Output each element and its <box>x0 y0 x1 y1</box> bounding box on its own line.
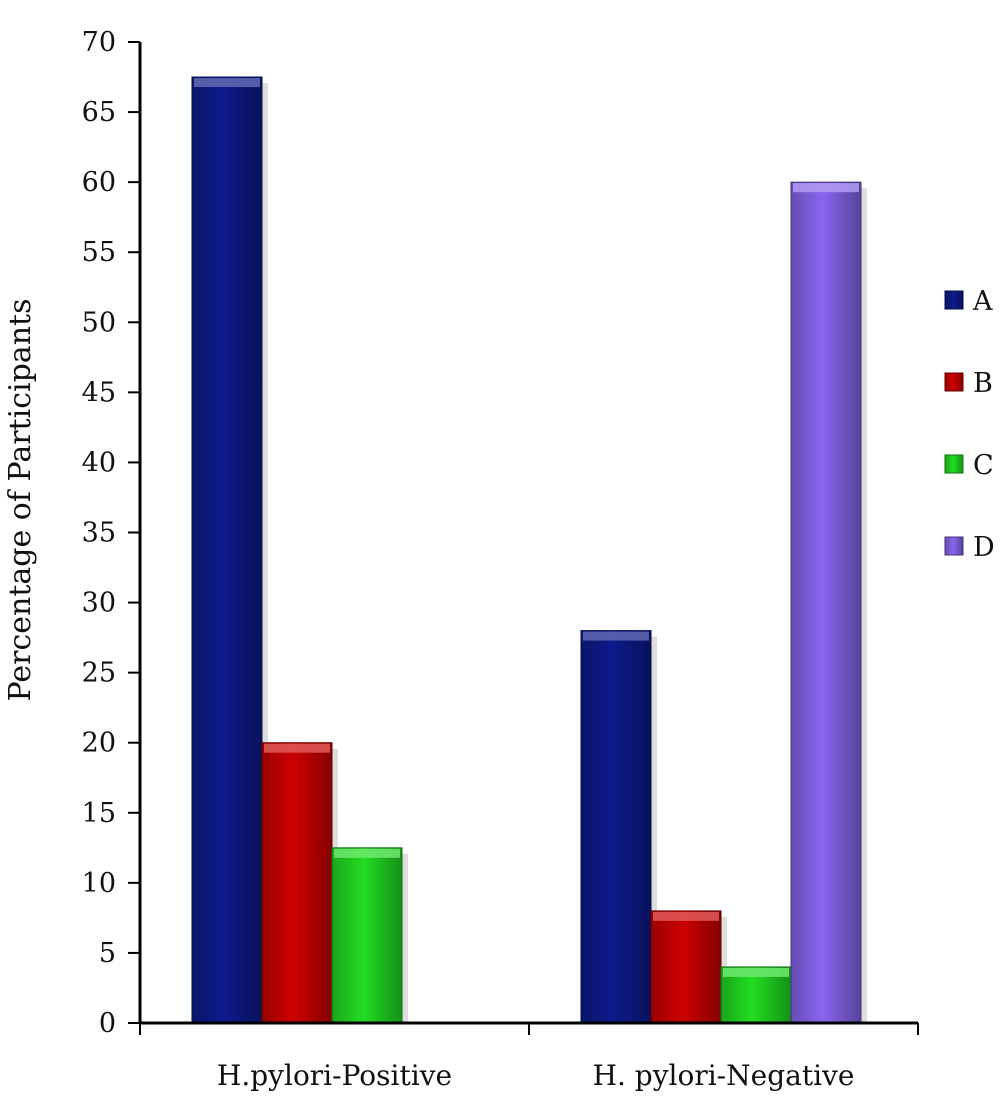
y-tick-label-50: 50 <box>82 307 116 338</box>
legend-label-c: C <box>973 450 994 481</box>
legend-swatch-c <box>944 454 964 474</box>
bar-top-c-1 <box>334 848 400 858</box>
bar-a-2 <box>580 630 652 1024</box>
bar-a-1 <box>191 76 263 1024</box>
bar-top-d-2 <box>793 183 859 193</box>
y-tick-label-5: 5 <box>99 938 116 969</box>
bar-top-a-1 <box>194 78 260 88</box>
bar-c-1 <box>331 847 403 1024</box>
bar-top-b-1 <box>264 743 330 753</box>
bar-top-c-2 <box>723 967 789 977</box>
legend: A B C D <box>944 286 995 563</box>
legend-label-a: A <box>972 286 993 317</box>
bars-layer <box>191 76 867 1024</box>
y-tick-label-25: 25 <box>82 658 116 689</box>
bar-b-2 <box>650 910 722 1024</box>
bar-b-1 <box>261 742 333 1024</box>
y-tick-label-20: 20 <box>82 728 116 759</box>
y-tick-label-40: 40 <box>82 447 116 478</box>
y-tick-label-70: 70 <box>82 27 116 58</box>
legend-label-d: D <box>973 532 995 563</box>
y-tick-label-30: 30 <box>82 588 116 619</box>
legend-swatch-d <box>944 536 964 556</box>
x-tick-label-1: H.pylori-Positive <box>217 1059 452 1092</box>
y-tick-label-65: 65 <box>82 97 116 128</box>
bar-d-2 <box>790 181 862 1024</box>
x-tick-label-2: H. pylori-Negative <box>593 1059 855 1092</box>
legend-swatch-a <box>944 290 964 310</box>
axes-layer: 0 5 10 15 20 25 30 35 40 45 50 55 60 65 70 H.pylori-Pos… <box>82 27 919 1092</box>
legend-swatch-b <box>944 372 964 392</box>
y-tick-label-15: 15 <box>82 798 116 829</box>
y-tick-label-10: 10 <box>82 868 116 899</box>
y-tick-label-55: 55 <box>82 237 116 268</box>
y-tick-label-35: 35 <box>82 518 116 549</box>
y-tick-label-45: 45 <box>82 377 116 408</box>
bar-top-b-2 <box>653 911 719 921</box>
y-axis-title: Percentage of Participants <box>3 299 38 702</box>
y-tick-label-60: 60 <box>82 167 116 198</box>
bar-top-a-2 <box>583 631 649 641</box>
legend-label-b: B <box>973 368 993 399</box>
y-tick-label-0: 0 <box>99 1008 116 1039</box>
